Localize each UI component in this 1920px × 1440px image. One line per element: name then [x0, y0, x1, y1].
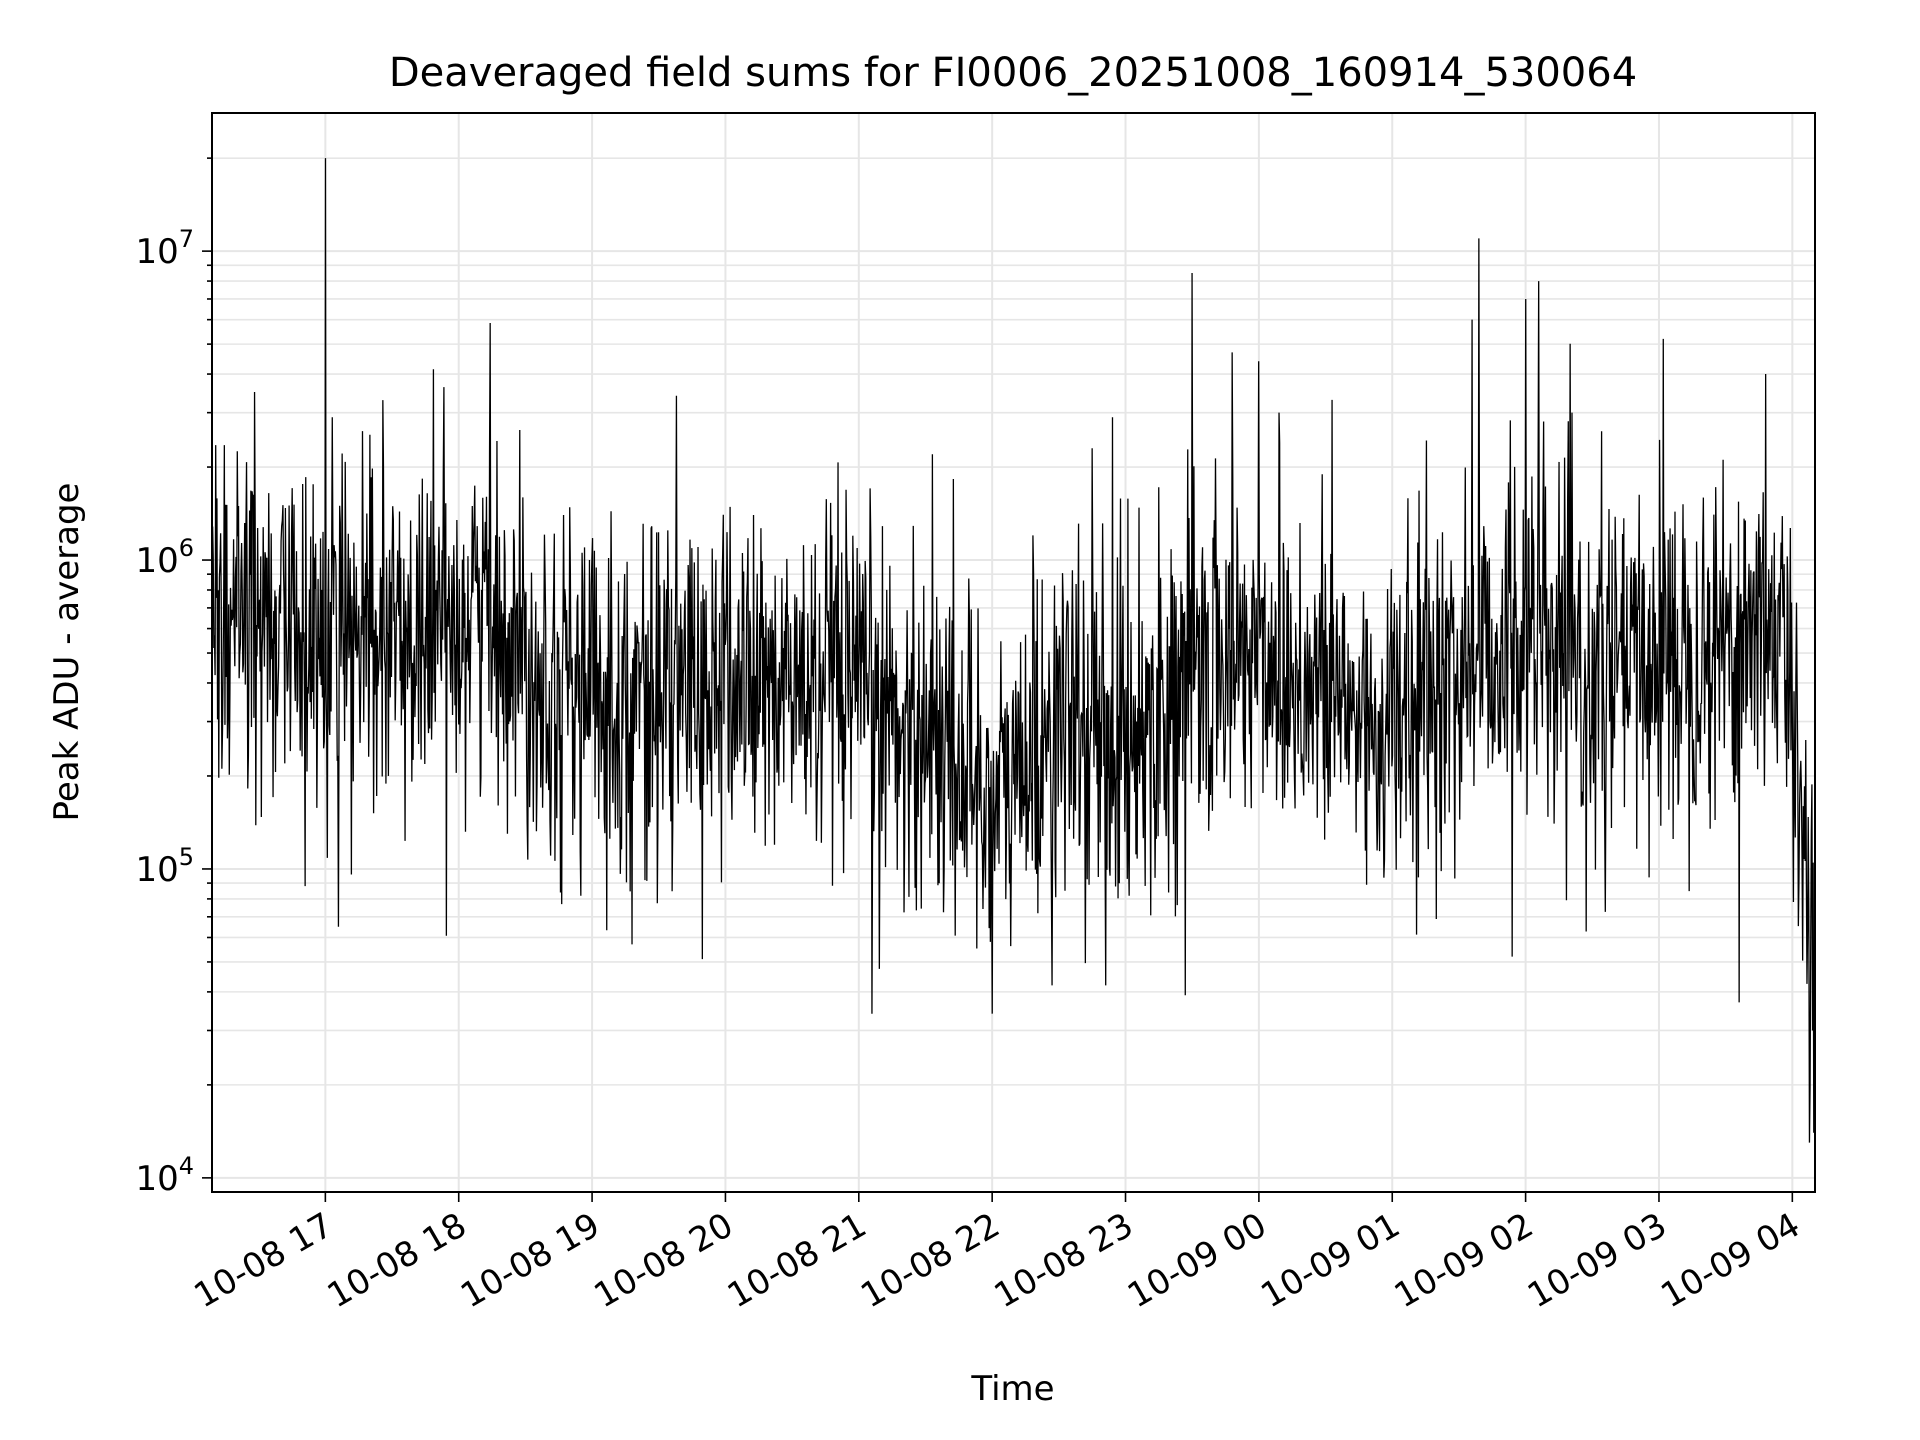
y-tick-label: 105 — [135, 843, 194, 890]
x-axis-label: Time — [970, 1369, 1054, 1409]
y-tick-base: 10 — [135, 1159, 178, 1199]
chart-title: Deaveraged field sums for FI0006_2025100… — [389, 50, 1637, 96]
y-tick-label: 104 — [135, 1152, 194, 1199]
y-tick-base: 10 — [135, 232, 178, 272]
y-tick-base: 10 — [135, 541, 178, 581]
y-tick-label: 107 — [135, 225, 194, 272]
y-tick-label: 106 — [135, 534, 194, 581]
y-axis-label: Peak ADU - average — [47, 483, 87, 822]
y-tick-exponent: 4 — [179, 1152, 194, 1180]
y-tick-base: 10 — [135, 850, 178, 890]
y-tick-exponent: 7 — [179, 225, 194, 253]
y-tick-exponent: 6 — [179, 534, 194, 562]
y-tick-exponent: 5 — [179, 843, 194, 871]
series-layer — [211, 158, 1816, 1143]
series-line-peak-adu — [211, 158, 1816, 1143]
